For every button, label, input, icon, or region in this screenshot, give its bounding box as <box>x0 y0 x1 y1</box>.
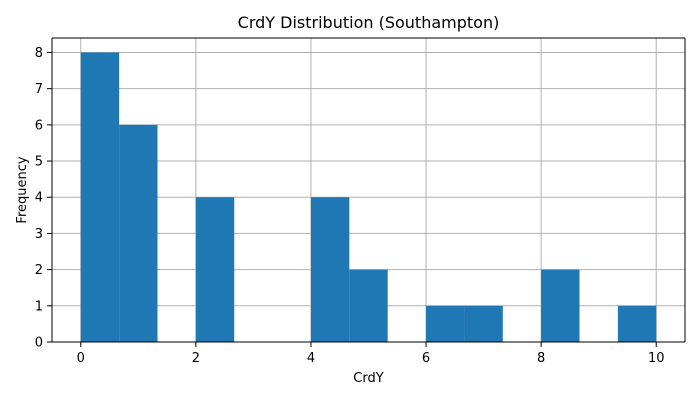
y-tick-label-7: 7 <box>35 82 43 97</box>
histogram-bar-14 <box>617 305 657 342</box>
histogram-bar-3 <box>195 197 235 342</box>
histogram-bar-0 <box>80 52 120 342</box>
y-tick-label-0: 0 <box>35 336 43 351</box>
chart-title: CrdY Distribution (Southampton) <box>238 13 500 32</box>
histogram-bar-12 <box>541 269 580 342</box>
x-tick-label-0: 0 <box>77 351 85 366</box>
x-ticks: 0 2 4 6 8 10 <box>77 342 665 366</box>
histogram-bar-10 <box>464 305 503 342</box>
grid-lines <box>52 38 685 343</box>
y-tick-label-2: 2 <box>35 263 43 278</box>
x-axis-label: CrdY <box>353 371 383 386</box>
x-tick-label-5: 10 <box>648 351 665 366</box>
x-tick-label-3: 6 <box>422 351 430 366</box>
x-tick-label-4: 8 <box>537 351 545 366</box>
histogram-bar-7 <box>349 269 388 342</box>
histogram-bar-9 <box>426 305 465 342</box>
histogram-bar-6 <box>310 197 350 342</box>
x-tick-label-2: 4 <box>307 351 315 366</box>
y-ticks: 0 1 2 3 4 5 6 7 8 <box>35 46 52 351</box>
y-axis-label: Frequency <box>15 156 30 223</box>
histogram-bars <box>80 52 657 342</box>
y-tick-label-6: 6 <box>35 118 43 133</box>
x-tick-label-1: 2 <box>192 351 200 366</box>
histogram-bar-1 <box>119 124 158 342</box>
y-tick-label-5: 5 <box>35 155 43 170</box>
y-tick-label-8: 8 <box>35 46 43 61</box>
y-tick-label-4: 4 <box>35 191 43 206</box>
y-tick-label-1: 1 <box>35 299 43 314</box>
y-tick-label-3: 3 <box>35 227 43 242</box>
